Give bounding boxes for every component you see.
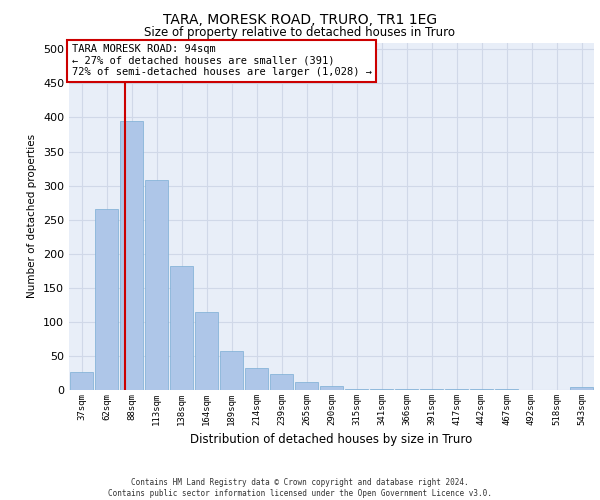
Bar	[295, 382, 319, 390]
Text: TARA MORESK ROAD: 94sqm
← 27% of detached houses are smaller (391)
72% of semi-d: TARA MORESK ROAD: 94sqm ← 27% of detache…	[71, 44, 371, 78]
Bar	[344, 388, 368, 390]
Bar	[145, 180, 169, 390]
Bar	[119, 121, 143, 390]
Bar	[220, 351, 244, 390]
Y-axis label: Number of detached properties: Number of detached properties	[28, 134, 37, 298]
Bar	[95, 210, 118, 390]
Bar	[194, 312, 218, 390]
Text: TARA, MORESK ROAD, TRURO, TR1 1EG: TARA, MORESK ROAD, TRURO, TR1 1EG	[163, 12, 437, 26]
Text: Size of property relative to detached houses in Truro: Size of property relative to detached ho…	[145, 26, 455, 39]
Text: Contains HM Land Registry data © Crown copyright and database right 2024.
Contai: Contains HM Land Registry data © Crown c…	[108, 478, 492, 498]
X-axis label: Distribution of detached houses by size in Truro: Distribution of detached houses by size …	[190, 434, 473, 446]
Bar	[70, 372, 94, 390]
Bar	[245, 368, 268, 390]
Bar	[170, 266, 193, 390]
Bar	[269, 374, 293, 390]
Bar	[569, 388, 593, 390]
Bar	[320, 386, 343, 390]
